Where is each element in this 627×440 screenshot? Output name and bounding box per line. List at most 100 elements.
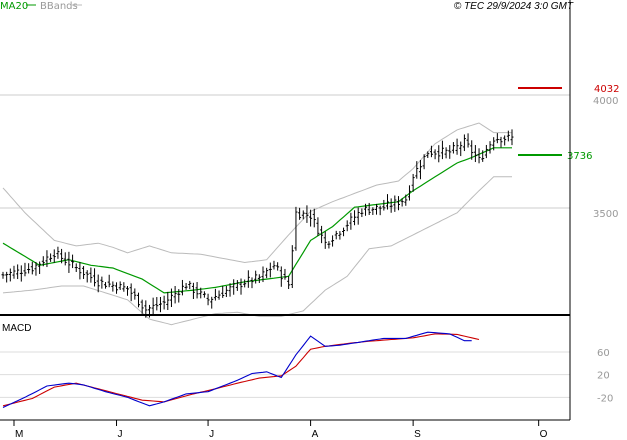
price-bar: [342, 227, 346, 237]
x-tick-label: J: [118, 429, 123, 440]
macd-tick-label: -20: [597, 393, 613, 404]
price-bar: [382, 199, 386, 211]
price-bar: [257, 274, 261, 284]
price-bar: [272, 260, 276, 270]
price-bar: [202, 291, 206, 298]
price-bar: [221, 285, 225, 298]
price-bar: [30, 261, 34, 275]
price-bar: [140, 299, 144, 314]
price-bar: [41, 256, 45, 267]
price-bar: [451, 142, 455, 154]
price-bar: [371, 207, 375, 215]
x-tick-label: S: [414, 429, 421, 440]
price-bar: [459, 141, 463, 157]
price-bar: [49, 253, 53, 262]
price-bar: [122, 282, 126, 292]
legend-bbands: BBands: [40, 1, 78, 12]
price-bar: [283, 268, 287, 280]
price-bar: [294, 206, 298, 251]
price-bar: [444, 147, 448, 159]
copyright-text: © TEC 29/9/2024 3:0 GMT: [454, 1, 574, 12]
price-bar: [429, 145, 433, 158]
macd-tick-label: 60: [597, 348, 610, 359]
price-bar: [8, 268, 12, 282]
price-bar: [261, 266, 265, 283]
price-bar: [320, 225, 324, 244]
price-bar: [375, 203, 379, 215]
price-bar: [239, 278, 243, 295]
price-bar: [462, 134, 466, 152]
price-bar: [85, 270, 89, 283]
macd-series: [2, 331, 480, 408]
macd-grid: 60 20 -20: [0, 348, 613, 404]
price-bar: [415, 161, 419, 179]
price-bar: [298, 207, 302, 220]
price-bar: [477, 148, 481, 164]
price-bar: [327, 241, 331, 249]
price-bar: [184, 282, 188, 290]
price-bar: [426, 151, 430, 158]
price-bar: [440, 140, 444, 160]
price-bar: [345, 220, 349, 232]
price-bar: [389, 198, 393, 213]
price-bar: [177, 289, 181, 303]
price-bar: [1, 271, 5, 279]
price-bar: [367, 202, 371, 215]
x-tick-label: O: [540, 429, 548, 440]
price-bar: [448, 145, 452, 159]
price-pointer-high: 4032: [518, 84, 619, 95]
legend-ma20: MA20: [0, 1, 28, 12]
price-bar: [224, 285, 228, 298]
x-tick-label: M: [15, 429, 23, 440]
price-bar: [129, 283, 133, 302]
price-bar: [107, 274, 111, 288]
price-bar: [265, 267, 269, 279]
price-bar: [470, 140, 474, 160]
price-bar: [71, 254, 75, 269]
price-bar: [503, 135, 507, 146]
price-bar: [74, 263, 78, 272]
price-bar: [82, 266, 86, 279]
price-bar: [12, 265, 16, 279]
price-tick-3500: 3500: [593, 209, 618, 220]
price-bar: [151, 297, 155, 315]
ma20-series: [2, 147, 512, 294]
macd-label: MACD: [2, 323, 31, 334]
price-bar: [115, 282, 119, 294]
price-bar: [407, 185, 411, 201]
price-bar: [276, 262, 280, 271]
price-bar: [136, 292, 140, 308]
x-tick-label: A: [312, 429, 319, 440]
price-bar: [235, 280, 239, 291]
price-bar: [400, 198, 404, 207]
price-bar: [279, 266, 283, 287]
price-bar: [499, 136, 503, 148]
price-bar: [52, 249, 56, 263]
price-bar: [488, 141, 492, 154]
price-bar: [217, 290, 221, 300]
price-bar: [418, 160, 422, 180]
price-bar: [111, 281, 115, 292]
price-bar: [199, 287, 203, 299]
price-bar: [126, 286, 130, 296]
price-bar: [323, 231, 327, 249]
price-bar: [16, 264, 20, 280]
price-bar: [169, 288, 173, 308]
price-bar: [243, 279, 247, 288]
price-bar: [396, 196, 400, 211]
price-bar: [422, 154, 426, 170]
price-bar: [506, 130, 510, 142]
price-bar: [305, 205, 309, 223]
price-bar: [56, 246, 60, 259]
price-bar: [378, 205, 382, 216]
price-bar: [155, 297, 159, 311]
price-bar: [360, 208, 364, 218]
price-bar: [246, 270, 250, 288]
price-bar: [353, 210, 357, 226]
macd-line: [2, 331, 472, 408]
price-bar: [118, 281, 122, 290]
price-bar: [67, 251, 71, 273]
price-bar: [89, 267, 93, 283]
price-bar: [466, 133, 470, 148]
